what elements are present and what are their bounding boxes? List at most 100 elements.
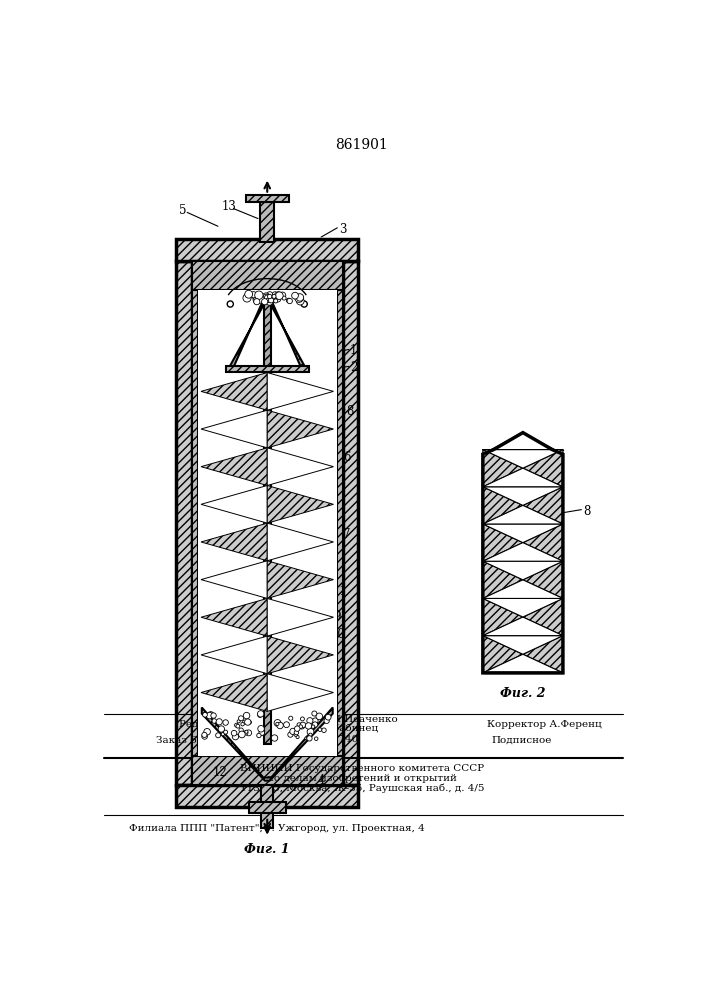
Circle shape [227,301,233,307]
Circle shape [206,712,213,719]
Circle shape [262,299,268,305]
Circle shape [255,291,263,299]
Polygon shape [264,298,271,744]
Polygon shape [176,261,192,785]
Circle shape [244,731,248,735]
Circle shape [292,292,298,299]
Polygon shape [493,433,552,450]
Polygon shape [267,674,334,711]
Circle shape [266,298,274,305]
Circle shape [257,295,264,303]
Circle shape [239,728,243,732]
Text: Заказ 6512/31: Заказ 6512/31 [156,735,233,744]
Polygon shape [267,561,334,598]
Circle shape [266,298,270,303]
Polygon shape [483,524,523,561]
Circle shape [288,732,293,737]
Polygon shape [269,296,308,371]
Polygon shape [483,487,563,505]
Circle shape [231,730,237,736]
Circle shape [276,292,284,299]
Polygon shape [201,410,267,448]
Circle shape [216,733,221,738]
Text: Тираж 740: Тираж 740 [299,735,358,744]
Circle shape [271,297,276,302]
Circle shape [287,298,293,304]
Circle shape [255,296,259,300]
Polygon shape [267,523,334,561]
Polygon shape [267,373,334,410]
Polygon shape [267,485,334,523]
Polygon shape [483,450,523,487]
Circle shape [262,294,270,302]
Circle shape [261,298,267,303]
Circle shape [271,298,276,302]
Polygon shape [483,617,563,636]
Circle shape [294,733,298,736]
Circle shape [267,292,273,298]
Circle shape [218,726,225,732]
Circle shape [275,296,281,302]
Circle shape [221,733,225,736]
Text: 4: 4 [317,774,325,787]
Circle shape [307,735,310,738]
Text: 1: 1 [350,344,357,358]
Circle shape [258,726,264,732]
Text: 7: 7 [343,528,350,541]
Text: Редактор Т.Загребельная: Редактор Т.Загребельная [179,720,318,729]
Circle shape [288,716,293,720]
Polygon shape [201,373,267,410]
Text: Фиг. 2: Фиг. 2 [500,687,546,700]
Circle shape [274,720,281,726]
Circle shape [257,733,261,738]
Polygon shape [483,433,523,454]
Polygon shape [523,524,563,561]
Polygon shape [176,239,358,261]
Circle shape [277,722,284,729]
Polygon shape [227,296,265,371]
Polygon shape [201,523,267,561]
Polygon shape [201,485,267,523]
Circle shape [274,292,282,299]
Text: 13: 13 [221,200,236,213]
Circle shape [307,718,313,724]
Circle shape [245,730,248,733]
Text: Техред А.Бабинец: Техред А.Бабинец [279,724,378,733]
Circle shape [204,728,211,735]
Circle shape [286,298,291,303]
Circle shape [250,292,257,298]
Circle shape [223,720,228,725]
Text: 10: 10 [331,628,346,641]
Text: 8: 8 [583,505,590,518]
Polygon shape [201,636,267,674]
Polygon shape [192,756,343,785]
Circle shape [296,294,303,301]
Circle shape [262,293,270,301]
Polygon shape [483,580,563,598]
Text: 6: 6 [343,451,350,464]
Circle shape [253,295,258,300]
Circle shape [259,730,264,736]
Circle shape [246,730,252,736]
Circle shape [305,737,308,740]
Circle shape [295,726,300,731]
Polygon shape [483,468,563,487]
Circle shape [269,298,274,303]
Circle shape [296,297,304,305]
Circle shape [316,713,322,720]
Circle shape [267,294,272,299]
Polygon shape [201,674,267,711]
Circle shape [241,722,245,726]
Text: 113035, Москва, Ж-35, Раушская наб., д. 4/5: 113035, Москва, Ж-35, Раушская наб., д. … [240,784,484,793]
Circle shape [267,297,272,303]
Polygon shape [201,598,267,636]
Text: 9: 9 [333,610,340,623]
Text: Подписное: Подписное [491,735,551,744]
Circle shape [208,712,214,718]
Circle shape [325,714,331,720]
Circle shape [318,728,322,731]
Text: Составитель Н.Исаченко: Составитель Н.Исаченко [260,715,398,724]
Polygon shape [523,636,563,673]
Polygon shape [483,636,523,673]
Circle shape [244,293,251,300]
